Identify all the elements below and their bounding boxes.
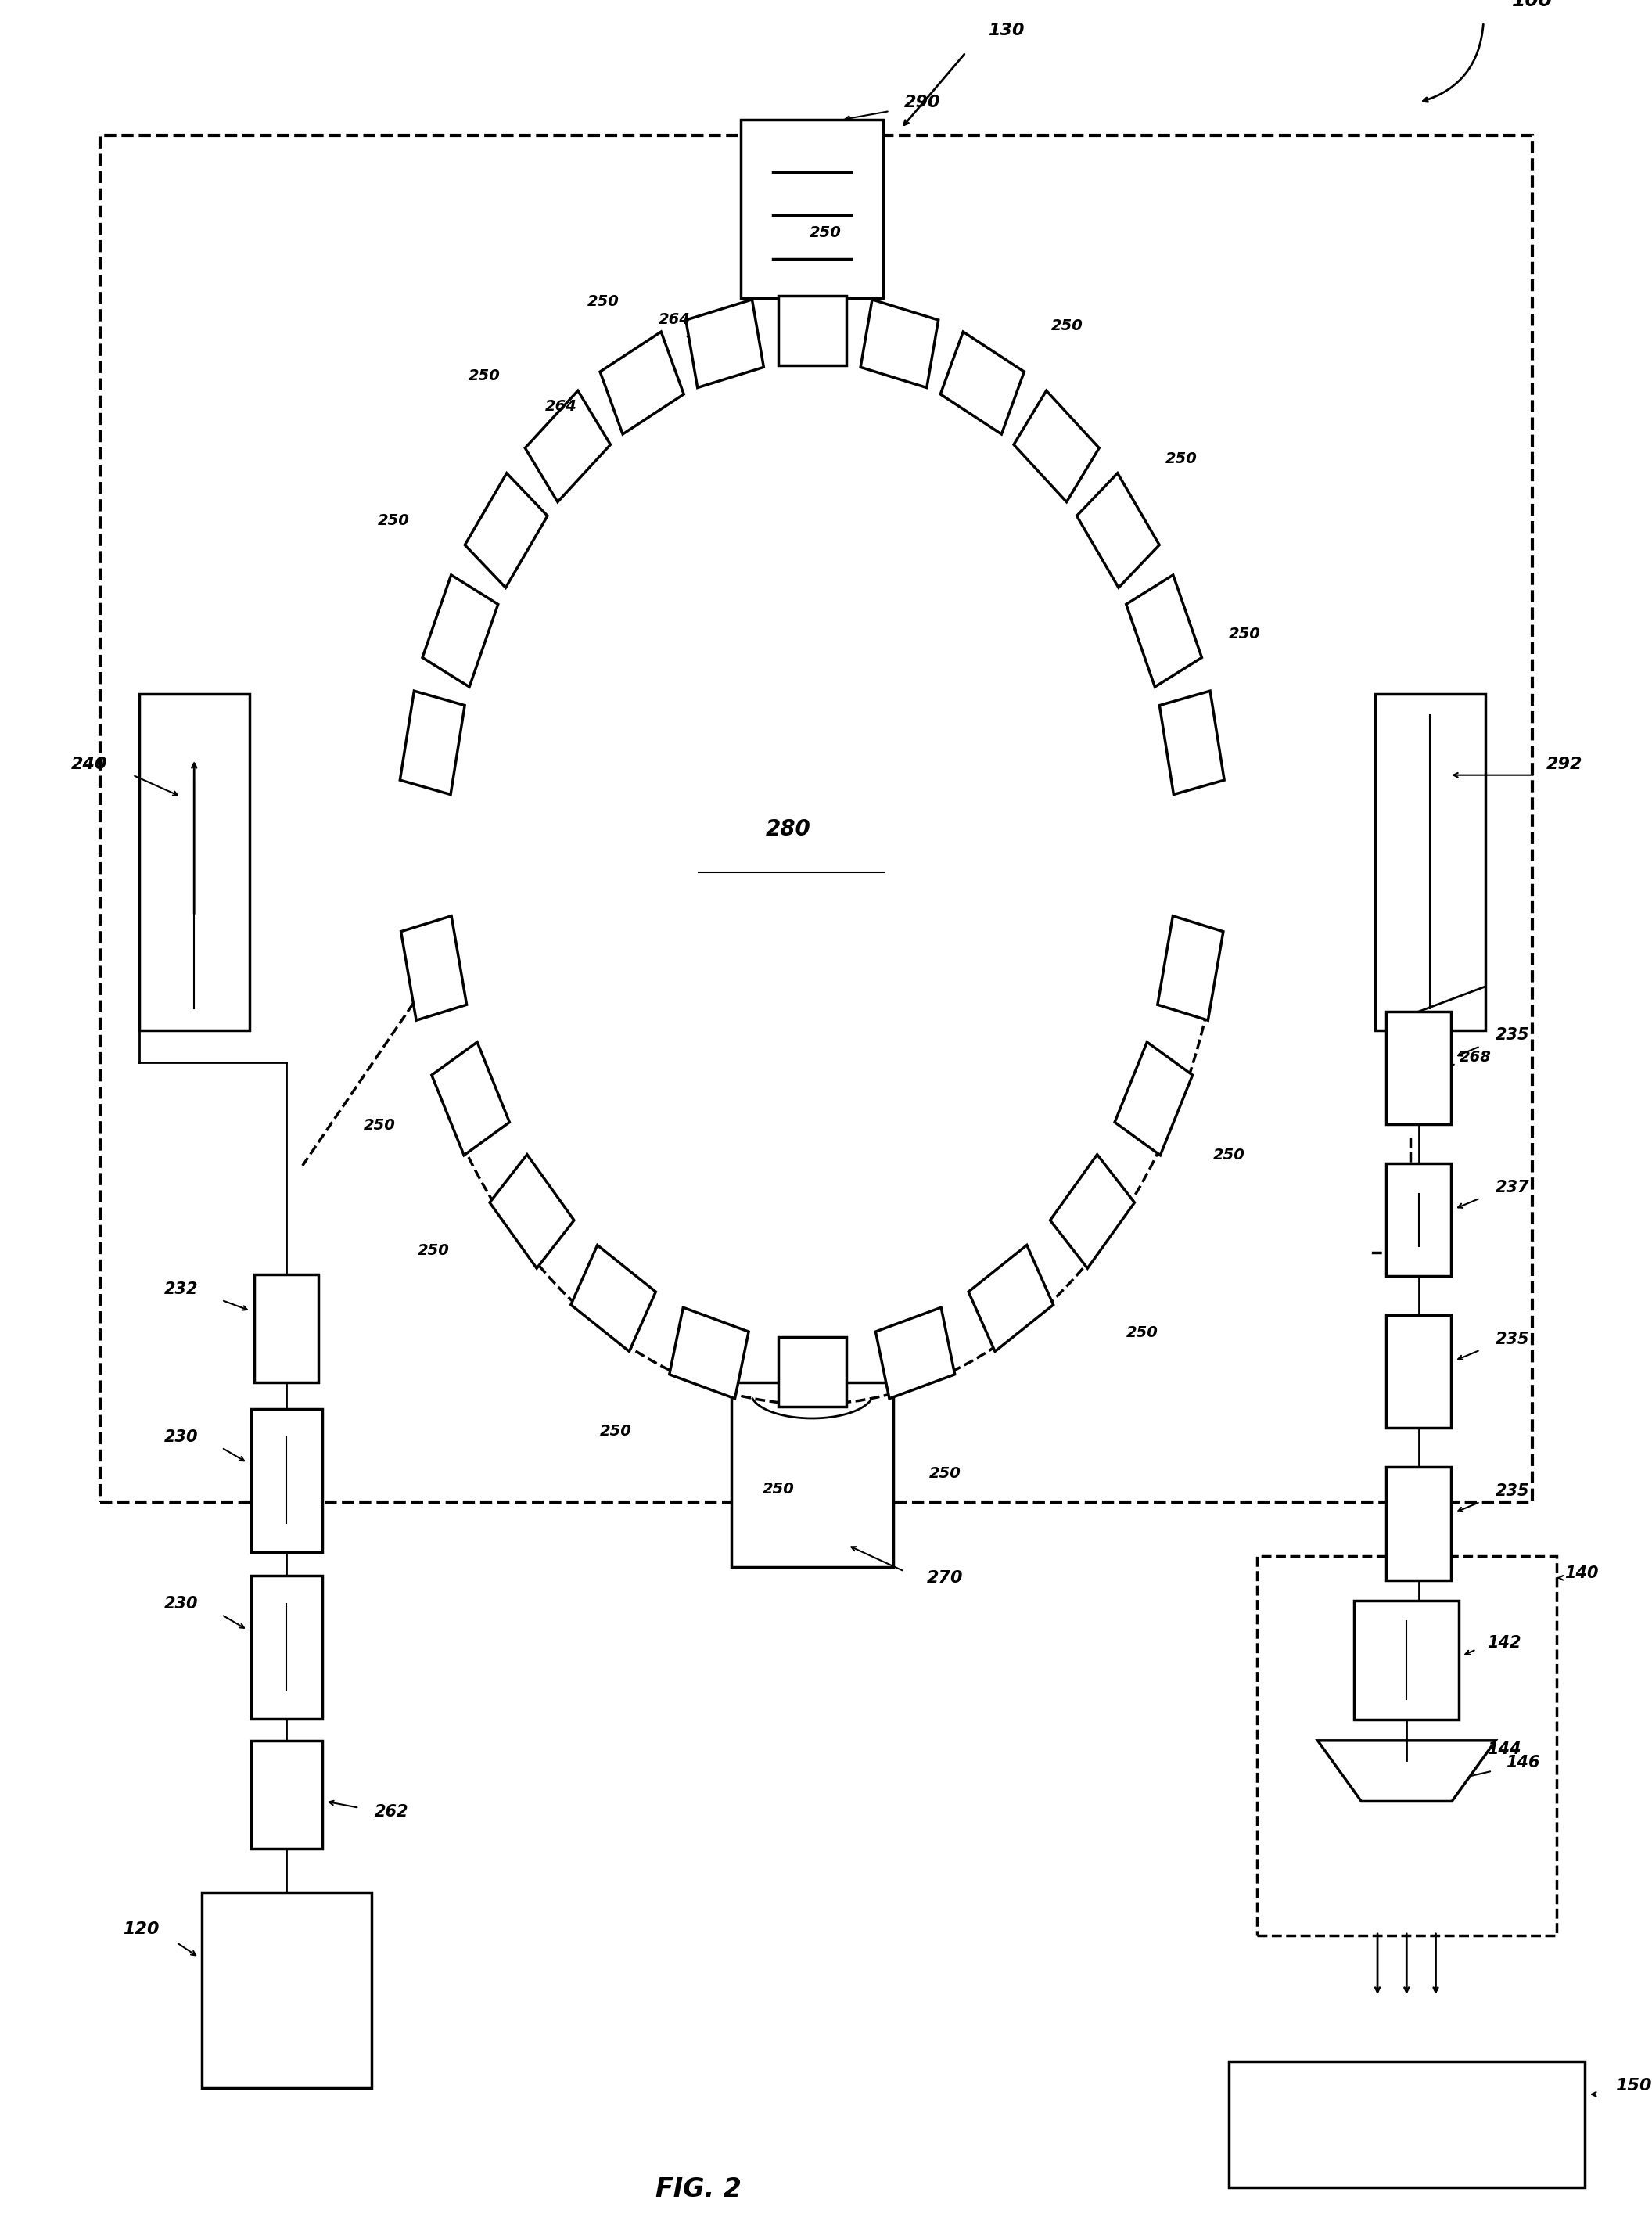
Text: 262: 262 (375, 1803, 408, 1819)
Bar (1229, 2062, 1584, 2187)
Polygon shape (968, 1245, 1054, 1350)
Bar (101, 134, 1531, 1502)
Text: 140: 140 (1564, 1565, 1599, 1580)
Polygon shape (778, 295, 846, 366)
Text: 230: 230 (164, 1596, 198, 1612)
Bar (732, 1382, 894, 1567)
Text: 250: 250 (1051, 319, 1084, 333)
Text: 250: 250 (600, 1424, 631, 1440)
Polygon shape (400, 692, 464, 795)
Bar (1257, 1556, 1556, 1935)
Text: 100: 100 (1512, 0, 1553, 9)
Text: 250: 250 (468, 368, 501, 384)
Text: 250: 250 (363, 1118, 395, 1132)
Polygon shape (431, 1042, 509, 1156)
Text: 150: 150 (1616, 2078, 1652, 2094)
Polygon shape (1127, 576, 1201, 687)
Bar (1355, 1600, 1459, 1721)
Bar (251, 1741, 322, 1848)
Text: 232: 232 (164, 1281, 198, 1297)
Polygon shape (423, 576, 497, 687)
Text: 120: 120 (122, 1922, 159, 1937)
Text: 144: 144 (1487, 1741, 1521, 1757)
Text: 250: 250 (809, 225, 841, 241)
Text: FIG. 2: FIG. 2 (656, 2176, 742, 2203)
Bar (1386, 1163, 1450, 1277)
Text: 142: 142 (1487, 1636, 1521, 1652)
Polygon shape (1077, 473, 1160, 587)
Text: 250: 250 (586, 295, 620, 308)
Bar (254, 1274, 319, 1382)
Text: 264: 264 (659, 312, 691, 326)
Bar (1386, 1011, 1450, 1125)
Bar (1386, 1315, 1450, 1428)
Text: 130: 130 (988, 22, 1024, 38)
Text: 146: 146 (1507, 1754, 1540, 1770)
Text: 264: 264 (545, 400, 577, 413)
Bar (139, 694, 249, 1029)
Text: 250: 250 (418, 1243, 449, 1259)
Bar (1374, 694, 1485, 1029)
Bar (742, 121, 884, 297)
Polygon shape (1318, 1741, 1495, 1801)
Text: 235: 235 (1495, 1484, 1530, 1500)
Polygon shape (489, 1154, 575, 1268)
Polygon shape (1115, 1042, 1193, 1156)
Text: 240: 240 (71, 757, 107, 772)
Text: 292: 292 (1546, 757, 1583, 772)
Text: 268: 268 (1459, 1049, 1492, 1065)
Text: 250: 250 (1229, 627, 1260, 641)
Polygon shape (686, 299, 763, 388)
Text: 250: 250 (1166, 451, 1198, 466)
Text: 250: 250 (1127, 1326, 1158, 1339)
Polygon shape (1014, 391, 1099, 502)
Polygon shape (778, 1337, 846, 1406)
Polygon shape (1158, 915, 1222, 1020)
Text: 250: 250 (928, 1466, 961, 1480)
Polygon shape (525, 391, 611, 502)
Text: 235: 235 (1495, 1330, 1530, 1346)
Polygon shape (940, 333, 1024, 435)
Polygon shape (1160, 692, 1224, 795)
Bar (202, 1893, 372, 2087)
Text: 237: 237 (1495, 1178, 1530, 1194)
Text: 280: 280 (765, 819, 811, 839)
Bar (1386, 1466, 1450, 1580)
Polygon shape (876, 1308, 955, 1399)
Polygon shape (401, 915, 466, 1020)
Polygon shape (464, 473, 547, 587)
Polygon shape (669, 1308, 748, 1399)
Text: 270: 270 (927, 1569, 963, 1585)
Polygon shape (1051, 1154, 1135, 1268)
Polygon shape (600, 333, 684, 435)
Text: 235: 235 (1495, 1027, 1530, 1042)
Bar (251, 1408, 322, 1551)
Text: 230: 230 (164, 1428, 198, 1444)
Polygon shape (572, 1245, 656, 1350)
Polygon shape (861, 299, 938, 388)
Bar (251, 1576, 322, 1719)
Text: 290: 290 (904, 94, 940, 109)
Text: 250: 250 (762, 1482, 795, 1495)
Text: 250: 250 (378, 513, 410, 529)
Text: 250: 250 (1213, 1147, 1246, 1163)
